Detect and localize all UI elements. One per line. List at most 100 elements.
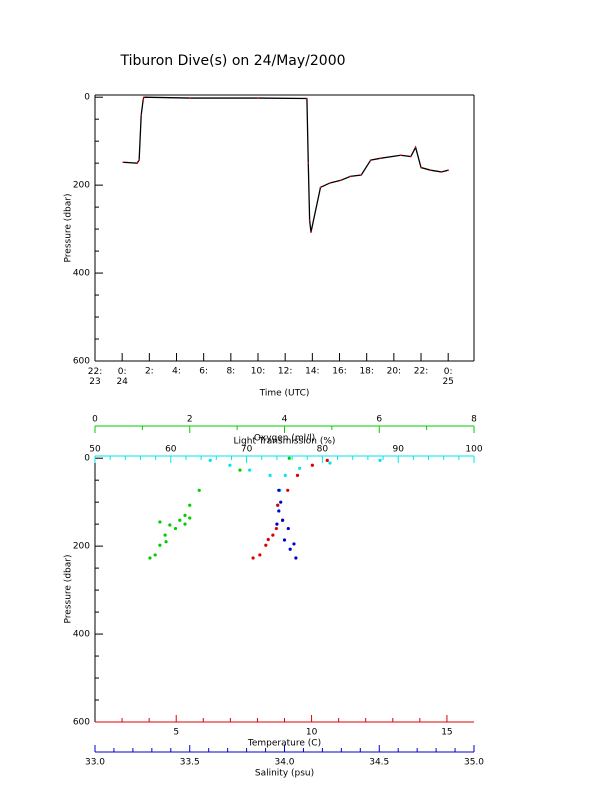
x-tick-label: 60 — [165, 445, 177, 455]
x-tick-label: 18: — [359, 367, 373, 377]
x-tick-label: 70 — [241, 445, 253, 455]
point — [282, 538, 287, 542]
x-axis-label: Temperature (C) — [247, 739, 321, 749]
point — [340, 179, 342, 182]
x-tick-label: 8 — [471, 415, 477, 425]
point — [286, 526, 290, 531]
y-tick-label: 600 — [73, 718, 90, 728]
point — [295, 473, 300, 477]
point — [148, 556, 152, 560]
point — [328, 461, 332, 465]
point — [264, 543, 268, 547]
x-tick-label: 4 — [282, 415, 288, 425]
x-tick-label: 34.0 — [274, 758, 294, 768]
point — [276, 503, 280, 507]
point — [173, 526, 178, 531]
x-tick-label: 6: — [199, 367, 208, 377]
x-axis-label: Oxygen (ml/l) — [254, 434, 315, 444]
y-tick-label: 400 — [73, 630, 90, 640]
point — [122, 161, 124, 164]
x-tick-label: 8: — [226, 367, 235, 377]
point — [294, 556, 298, 560]
point — [281, 518, 285, 522]
x-tick-label: 80 — [317, 445, 329, 455]
point — [268, 473, 272, 477]
point — [266, 537, 270, 542]
x-tick-label: 5 — [173, 728, 179, 738]
point — [238, 468, 242, 472]
point — [283, 473, 287, 477]
point — [379, 157, 382, 160]
point — [447, 169, 449, 171]
y-tick-label: 200 — [73, 542, 90, 552]
x-axis-label: Salinity (psu) — [255, 769, 314, 779]
point — [153, 553, 157, 557]
x-tick-label: 2 — [187, 415, 193, 425]
point — [274, 526, 278, 531]
point — [329, 182, 331, 184]
point — [271, 533, 275, 537]
point — [183, 513, 187, 517]
point — [275, 522, 279, 526]
x-tick-label: 15 — [441, 728, 452, 738]
point — [307, 162, 310, 164]
point — [287, 456, 291, 460]
point — [286, 488, 290, 492]
point — [189, 97, 191, 99]
point — [257, 97, 259, 99]
point — [178, 518, 182, 522]
x-tick-label: 14: — [305, 367, 319, 377]
point — [279, 500, 283, 504]
point — [158, 520, 162, 524]
point — [248, 468, 252, 472]
point — [310, 231, 312, 233]
point — [410, 155, 412, 158]
point — [378, 458, 382, 462]
point — [258, 553, 262, 557]
point — [140, 114, 142, 117]
point — [349, 175, 352, 178]
x-tick-label: 90 — [392, 445, 404, 455]
point — [183, 522, 187, 526]
x-tick-label: 33.0 — [85, 758, 105, 768]
point — [228, 463, 232, 467]
point — [292, 542, 296, 546]
x-tick-label: 33.5 — [180, 758, 200, 768]
point — [251, 556, 255, 560]
point — [158, 543, 162, 547]
x-tick-label: 0: 25 — [442, 367, 453, 387]
chart-title: Tiburon Dive(s) on 24/May/2000 — [119, 53, 345, 69]
point — [188, 503, 192, 507]
y-tick-label: 200 — [73, 181, 90, 191]
x-tick-label: 16: — [332, 367, 346, 377]
x-tick-label: 22: 23 — [88, 367, 102, 387]
point — [197, 488, 201, 492]
y-tick-label: 0 — [84, 454, 90, 464]
y-tick-label: 600 — [73, 357, 90, 367]
point — [188, 516, 192, 520]
x-tick-label: 34.5 — [369, 758, 389, 768]
point — [298, 466, 302, 470]
x-axis-label: Light Transmission (%) — [234, 437, 336, 447]
y-axis-label: Pressure (dbar) — [64, 194, 74, 263]
x-axis-label: Time (UTC) — [259, 389, 310, 399]
point — [143, 96, 145, 98]
point — [306, 97, 308, 100]
point — [164, 540, 168, 544]
x-tick-label: 0 — [92, 415, 98, 425]
y-tick-label: 0 — [84, 93, 90, 103]
point — [277, 488, 281, 492]
point — [142, 98, 145, 101]
point — [319, 186, 322, 189]
point — [369, 159, 372, 161]
point — [414, 146, 417, 149]
point — [308, 219, 311, 222]
x-tick-label: 100 — [465, 445, 482, 455]
point — [288, 547, 292, 551]
x-tick-label: 22: — [414, 367, 428, 377]
x-tick-label: 0: 24 — [116, 367, 128, 387]
point — [136, 162, 138, 164]
x-tick-label: 6 — [376, 415, 382, 425]
x-tick-label: 12: — [278, 367, 292, 377]
